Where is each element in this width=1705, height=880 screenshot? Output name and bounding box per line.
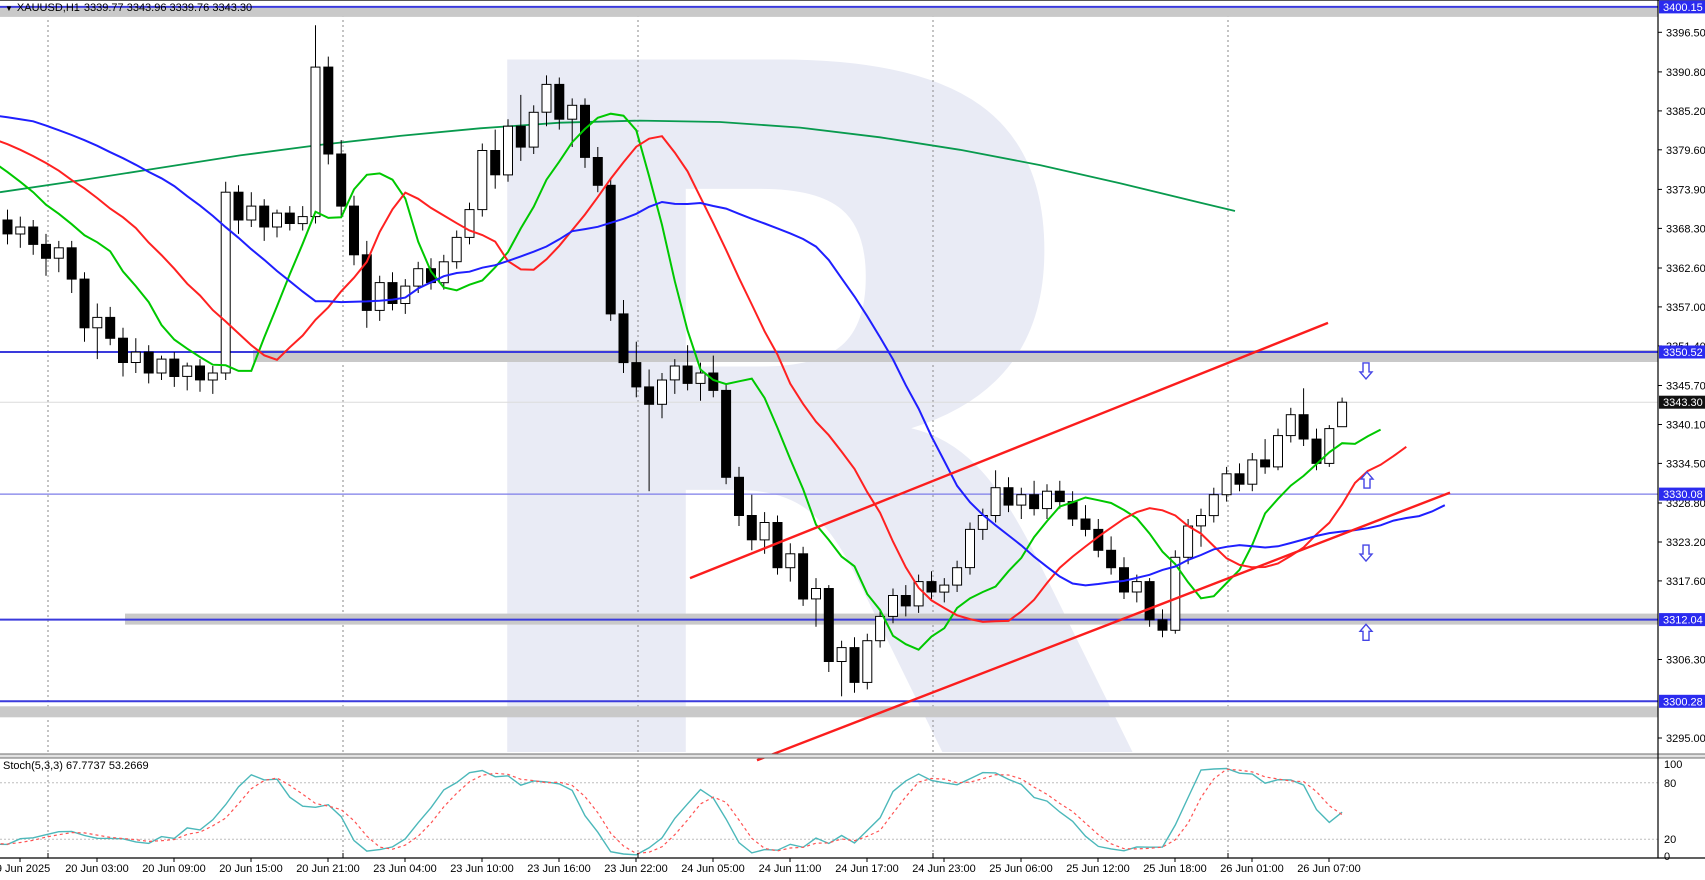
price-badge: [1659, 395, 1705, 409]
price-tick-label: 3385.20: [1666, 106, 1705, 118]
stoch-indicator-label: Stoch(5,3,3) 67.7737 53.2669: [3, 760, 149, 772]
stoch-scale: 100 80 20 0: [1664, 759, 1682, 863]
time-tick-label: 26 Jun 01:00: [1220, 863, 1284, 875]
ma-long-line[interactable]: [0, 119, 1236, 212]
price-badge-label: 3400.15: [1663, 2, 1703, 14]
stoch-scale-label: 100: [1664, 759, 1682, 771]
time-tick-label: 24 Jun 23:00: [912, 863, 976, 875]
time-tick-label: 26 Jun 07:00: [1297, 863, 1361, 875]
signal-arrow-up-icon[interactable]: [1359, 470, 1375, 489]
ma-line[interactable]: [0, 135, 1407, 623]
price-badge-label: 3343.30: [1663, 397, 1703, 409]
price-badge-label: 3300.28: [1663, 696, 1703, 708]
symbol-dropdown-icon[interactable]: ▼: [5, 3, 13, 13]
stoch-d-value: 53.2669: [108, 760, 149, 772]
price-tick-label: 3357.00: [1666, 302, 1705, 314]
price-badge-label: 3330.08: [1663, 489, 1703, 501]
price-tick-label: 3295.00: [1666, 733, 1705, 745]
price-tick-label: 3390.80: [1666, 67, 1705, 79]
price-badge: [1659, 0, 1705, 14]
panel-separator[interactable]: [0, 753, 1705, 759]
price-tick-label: 3340.10: [1666, 420, 1705, 432]
trend-channel[interactable]: [689, 321, 1451, 762]
time-tick-label: 23 Jun 10:00: [450, 863, 514, 875]
price-tick-label: 3373.90: [1666, 184, 1705, 196]
price-tick-label: 3345.70: [1666, 381, 1705, 393]
time-tick-label: 23 Jun 22:00: [604, 863, 668, 875]
candles-layer: [2, 25, 1348, 697]
time-tick-label: 24 Jun 05:00: [681, 863, 745, 875]
stoch-scale-label: 20: [1664, 834, 1676, 846]
price-tick-label: 3323.20: [1666, 537, 1705, 549]
stoch-k-line: [0, 767, 1343, 856]
signal-arrow-down-icon[interactable]: [1358, 544, 1374, 563]
ma-line[interactable]: [0, 115, 1446, 587]
signal-arrow-up-icon[interactable]: [1358, 623, 1374, 642]
price-tick-label: 3328.80: [1666, 498, 1705, 510]
price-tick-label: 3306.30: [1666, 655, 1705, 667]
price-badge: [1659, 694, 1705, 708]
price-badge-label: 3350.52: [1663, 347, 1703, 359]
time-tick-label: 19 Jun 2025: [0, 863, 50, 875]
price-tick-label: 3396.50: [1666, 27, 1705, 39]
time-tick-label: 20 Jun 09:00: [142, 863, 206, 875]
time-tick-label: 24 Jun 17:00: [835, 863, 899, 875]
price-tick-label: 3317.60: [1666, 576, 1705, 588]
sr-band: [0, 706, 1658, 718]
sr-band: [0, 7, 1658, 17]
price-badge: [1659, 345, 1705, 359]
trendline[interactable]: [689, 321, 1329, 580]
price-axis[interactable]: 3396.50 3390.80 3385.20 3379.60 3373.90 3368.…: [1658, 0, 1705, 745]
price-tick-label: 3379.60: [1666, 145, 1705, 157]
price-tick-label: 3334.50: [1666, 458, 1705, 470]
chart-title-bar: ▼ XAUUSD,H1 3339.77 3343.96 3339.76 3343…: [5, 1, 252, 15]
time-tick-label: 20 Jun 03:00: [65, 863, 129, 875]
trendline[interactable]: [756, 491, 1451, 762]
time-tick-label: 25 Jun 12:00: [1066, 863, 1130, 875]
stoch-scale-label: 0: [1664, 851, 1670, 863]
symbol-period-label: XAUUSD,H1: [16, 2, 80, 14]
time-tick-label: 20 Jun 15:00: [219, 863, 283, 875]
sr-zones[interactable]: [0, 5, 1658, 718]
time-tick-label: 25 Jun 06:00: [989, 863, 1053, 875]
stoch-scale-label: 80: [1664, 778, 1676, 790]
price-badge: [1659, 613, 1705, 627]
time-tick-label: 23 Jun 04:00: [373, 863, 437, 875]
time-tick-label: 23 Jun 16:00: [527, 863, 591, 875]
ma-line[interactable]: [0, 112, 1382, 651]
price-badge-label: 3312.04: [1663, 615, 1703, 627]
ohlc-values: 3339.77 3343.96 3339.76 3343.30: [83, 2, 253, 14]
price-tick-label: 3368.30: [1666, 223, 1705, 235]
stoch-panel: [0, 767, 1658, 856]
stoch-d-line: [0, 768, 1343, 855]
time-tick-label: 20 Jun 21:00: [296, 863, 360, 875]
time-tick-label: 24 Jun 11:00: [759, 863, 822, 875]
signal-arrow-down-icon[interactable]: [1358, 362, 1374, 380]
price-badge: [1659, 487, 1705, 501]
stoch-k-value: 67.7737: [65, 760, 106, 772]
price-tick-label: 3362.60: [1666, 263, 1705, 275]
stoch-name: Stoch(5,3,3): [3, 760, 63, 772]
broker-watermark: R: [420, 0, 1152, 880]
time-axis[interactable]: 19 Jun 2025 20 Jun 03:00 20 Jun 09:00 20 Ju…: [0, 853, 1361, 875]
signal-arrows[interactable]: [1358, 362, 1375, 642]
time-tick-label: 25 Jun 18:00: [1143, 863, 1207, 875]
